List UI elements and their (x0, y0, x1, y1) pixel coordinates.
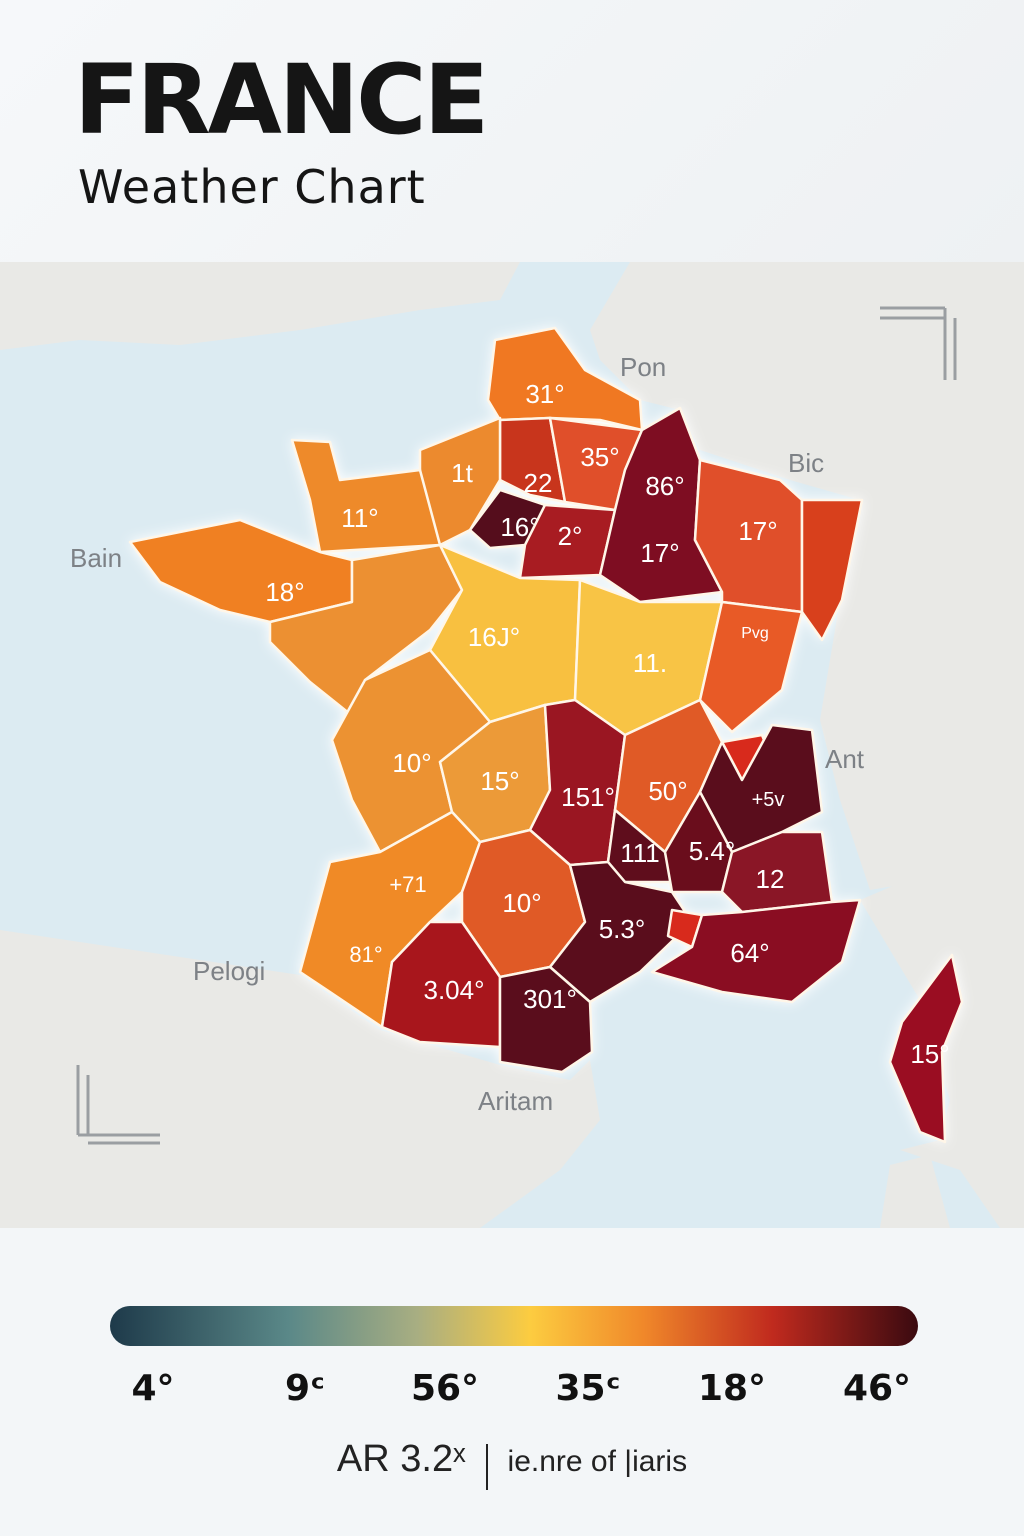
svg-text:17°: 17° (738, 516, 777, 546)
svg-text:18°: 18° (265, 577, 304, 607)
svg-text:31°: 31° (525, 379, 564, 409)
region-nord[interactable]: 31° (486, 326, 644, 432)
temperature-color-scale (110, 1306, 918, 1346)
region-basse-normandie[interactable]: 11° (290, 438, 442, 554)
region-languedoc[interactable]: 5.3° (548, 860, 694, 1004)
svg-text:301°: 301° (523, 984, 577, 1014)
place-label: Bain (70, 543, 122, 573)
region-pyrenees[interactable]: 3.04° (380, 920, 502, 1049)
region-poitou[interactable]: 10° (330, 648, 492, 854)
svg-text:22: 22 (524, 468, 553, 498)
svg-text:3.04°: 3.04° (423, 975, 484, 1005)
place-label: Aritam (478, 1086, 553, 1116)
svg-text:11°: 11° (341, 503, 378, 533)
place-label: Ant (825, 744, 865, 774)
region-alsace[interactable] (800, 498, 864, 642)
svg-text:+71: +71 (389, 872, 426, 897)
footer-right-text: ie.nre of |iaris (507, 1445, 688, 1478)
page-subtitle: Weather Chart (78, 160, 426, 214)
place-label: Bic (788, 448, 824, 478)
region-midi-pyrenees[interactable]: 10° (460, 828, 587, 979)
corner-mark-icon (76, 306, 957, 1145)
region-corse[interactable]: 15° (888, 953, 964, 1144)
region-hautes-alpes[interactable]: 12 (720, 830, 834, 914)
footer-left-text: AR 3.2ˣ (336, 1438, 466, 1480)
svg-text:5.4°: 5.4° (689, 836, 736, 866)
svg-text:64°: 64° (730, 938, 769, 968)
region-auvergne[interactable]: 151° (528, 698, 627, 867)
land-sardinia (880, 1155, 950, 1228)
svg-text:86°: 86° (645, 471, 684, 501)
place-label: Pon (620, 352, 666, 382)
svg-text:81°: 81° (349, 942, 382, 967)
region-centre[interactable]: 16J° (428, 543, 582, 724)
svg-text:11.: 11. (633, 648, 667, 678)
region-paca[interactable]: 64° (650, 898, 862, 1004)
svg-text:111: 111 (620, 838, 660, 868)
land-spain (0, 930, 600, 1228)
page-title: FRANCE (74, 44, 489, 156)
footer: AR 3.2ˣ ie.nre of |iaris (0, 1438, 1024, 1490)
legend-tick: 9ᶜ (285, 1368, 325, 1409)
land-belgium-germany (590, 262, 1024, 900)
svg-text:16J°: 16J° (468, 622, 520, 652)
legend-tick: 56° (410, 1368, 480, 1409)
region-champagne-west[interactable]: 2° (518, 503, 617, 580)
region-savoie[interactable]: +5v (698, 723, 824, 854)
region-lorraine[interactable]: 17° (693, 458, 804, 614)
header: FRANCE Weather Chart (0, 0, 1024, 262)
svg-text:50°: 50° (648, 776, 687, 806)
svg-text:10°: 10° (502, 888, 541, 918)
region-isere[interactable]: 5.4° (663, 790, 736, 894)
france-map: 31° 22 35° 1t 11° 18° 16° 2° 86°17° 17° … (0, 262, 1024, 1228)
svg-text:Pvg: Pvg (741, 625, 769, 642)
region-franche-comte[interactable]: Pvg (698, 600, 804, 734)
svg-text:5.3°: 5.3° (599, 914, 646, 944)
legend-tick: 46° (842, 1368, 912, 1409)
region-loire[interactable]: 111 (606, 808, 674, 884)
legend-tick: 4° (131, 1368, 175, 1409)
footer-divider (485, 1443, 488, 1490)
svg-text:1t: 1t (451, 458, 473, 488)
svg-text:2°: 2° (558, 521, 583, 551)
svg-text:17°: 17° (640, 538, 679, 568)
land-uk (0, 262, 520, 350)
svg-text:151°: 151° (561, 782, 615, 812)
region-roussillon[interactable]: 301° (498, 965, 594, 1074)
svg-text:15°: 15° (910, 1039, 949, 1069)
svg-text:12: 12 (756, 864, 785, 894)
region-champagne[interactable]: 86° 17° (598, 406, 724, 604)
svg-text:15°: 15° (480, 766, 519, 796)
svg-text:35°: 35° (580, 442, 619, 472)
legend-tick: 18° (697, 1368, 767, 1409)
svg-text:+5v: +5v (752, 789, 785, 811)
svg-text:10°: 10° (392, 748, 431, 778)
legend: 4° 9ᶜ 56° 35ᶜ 18° 46° AR 3.2ˣ ie.nre of |… (0, 1228, 1024, 1536)
legend-tick: 35ᶜ (555, 1368, 621, 1409)
place-label: Pelogi (193, 956, 265, 986)
